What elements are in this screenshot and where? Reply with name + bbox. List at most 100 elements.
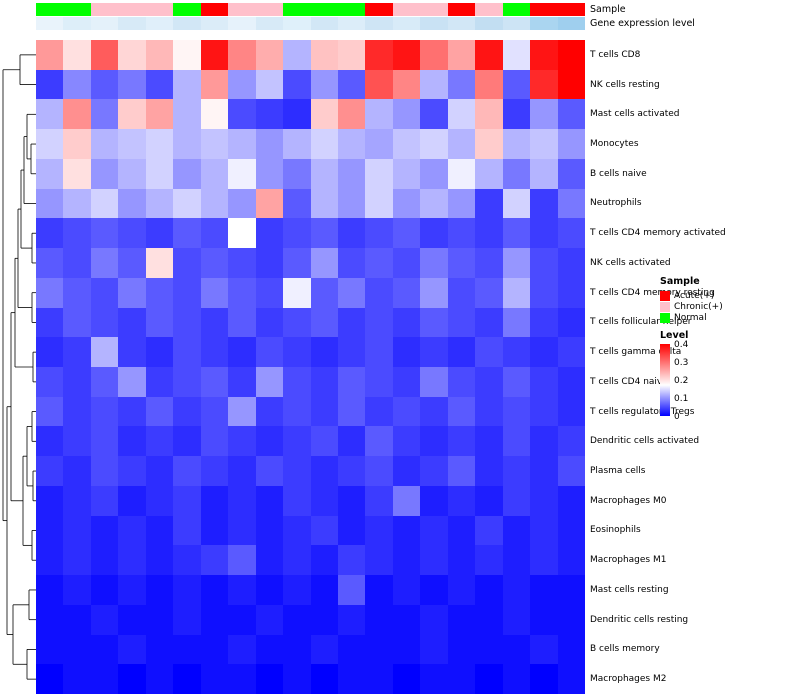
sample-legend-entries: Acute(+) Chronic(+) Normal [660, 290, 723, 323]
heatmap-cell [310, 485, 338, 516]
heatmap-cell [90, 218, 119, 249]
heatmap-cell [502, 69, 531, 100]
sample-annotation-cell [475, 3, 503, 16]
heatmap-cell [475, 129, 503, 159]
heatmap-cell [530, 456, 558, 486]
heatmap-cell [557, 515, 585, 546]
heatmap-cell [200, 575, 229, 605]
row-label: T cells CD4 memory resting [590, 287, 715, 298]
heatmap-cell [337, 575, 366, 605]
heatmap-cell [475, 456, 503, 486]
heatmap-cell [530, 664, 558, 694]
row-label: Neutrophils [590, 198, 642, 209]
heatmap-cell [337, 634, 366, 665]
row-label: Eosinophils [590, 525, 641, 536]
heatmap-cell [310, 248, 338, 278]
heatmap-cell [283, 248, 311, 278]
heatmap-cell [310, 366, 338, 397]
heatmap-cell [255, 456, 284, 486]
level-ticks: 0.4 0.3 0.2 0.1 0 [674, 340, 700, 422]
heatmap-cell [475, 99, 503, 130]
heatmap-cell [173, 99, 201, 130]
heatmap-cell [90, 99, 119, 130]
heatmap-cell [173, 664, 201, 694]
row-label: NK cells activated [590, 257, 671, 268]
expression-annotation-cell [475, 17, 503, 30]
sample-legend-entry: Acute(+) [660, 290, 723, 301]
heatmap-cell [310, 634, 338, 665]
heatmap-cell [447, 188, 476, 219]
heatmap-cell [118, 634, 146, 665]
level-tick-label: 0.1 [674, 394, 689, 404]
heatmap-cell [90, 337, 119, 367]
heatmap-cell [228, 40, 256, 70]
heatmap-cell [145, 366, 174, 397]
heatmap-cell [447, 545, 476, 576]
sample-annotation-cell [557, 3, 586, 16]
heatmap-cell [310, 188, 338, 219]
heatmap-cell [118, 129, 146, 159]
heatmap-cell [173, 40, 201, 70]
heatmap-cell [365, 69, 393, 100]
heatmap-cell [145, 426, 174, 457]
heatmap-cell [420, 634, 448, 665]
heatmap-cell [200, 515, 229, 546]
heatmap-cell [118, 99, 146, 130]
heatmap-cell [228, 188, 256, 219]
heatmap-cell [337, 337, 366, 367]
heatmap-cell [173, 545, 201, 576]
heatmap-cell [283, 188, 311, 219]
heatmap-cell [310, 456, 338, 486]
heatmap-cell [145, 515, 174, 546]
heatmap-cell [392, 515, 421, 546]
heatmap-cell [63, 456, 91, 486]
heatmap-cell [447, 307, 476, 338]
row-label: Macrophages M2 [590, 674, 667, 685]
row-label: B cells memory [590, 644, 660, 655]
heatmap-cell [420, 129, 448, 159]
heatmap-cell [502, 634, 531, 665]
sample-annotation-cell [36, 3, 64, 16]
heatmap-cell [447, 69, 476, 100]
row-label: T cells follicular helper [590, 317, 692, 328]
heatmap-cell [502, 337, 531, 367]
heatmap-cell [420, 456, 448, 486]
heatmap-cell [365, 396, 393, 427]
heatmap-cell [420, 307, 448, 338]
heatmap-cell [173, 129, 201, 159]
expression-annotation-cell [283, 17, 311, 30]
heatmap-cell [557, 485, 585, 516]
heatmap-cell [63, 99, 91, 130]
heatmap-cell [365, 307, 393, 338]
heatmap-cell [475, 634, 503, 665]
sample-annotation-cell [310, 3, 338, 16]
heatmap-cell [475, 545, 503, 576]
heatmap-cell [90, 158, 119, 189]
heatmap-cell [255, 99, 284, 130]
heatmap-cell [90, 545, 119, 576]
heatmap-cell [118, 188, 146, 219]
heatmap-cell [365, 485, 393, 516]
heatmap-cell [36, 99, 64, 130]
heatmap-cell [420, 337, 448, 367]
heatmap-cell [63, 69, 91, 100]
heatmap-cell [283, 604, 311, 635]
heatmap-cell [557, 366, 585, 397]
heatmap-cell [392, 396, 421, 427]
heatmap-cell [283, 129, 311, 159]
heatmap-cell [173, 158, 201, 189]
row-dendrogram [2, 54, 36, 680]
heatmap-cell [173, 485, 201, 516]
heatmap-cell [173, 515, 201, 546]
heatmap-cell [447, 337, 476, 367]
heatmap-cell [228, 99, 256, 130]
heatmap-cell [310, 40, 338, 70]
heatmap-cell [173, 337, 201, 367]
heatmap-cell [283, 545, 311, 576]
heatmap-cell [36, 337, 64, 367]
heatmap-cell [36, 426, 64, 457]
heatmap-cell [475, 426, 503, 457]
heatmap-cell [90, 129, 119, 159]
heatmap-cell [365, 248, 393, 278]
